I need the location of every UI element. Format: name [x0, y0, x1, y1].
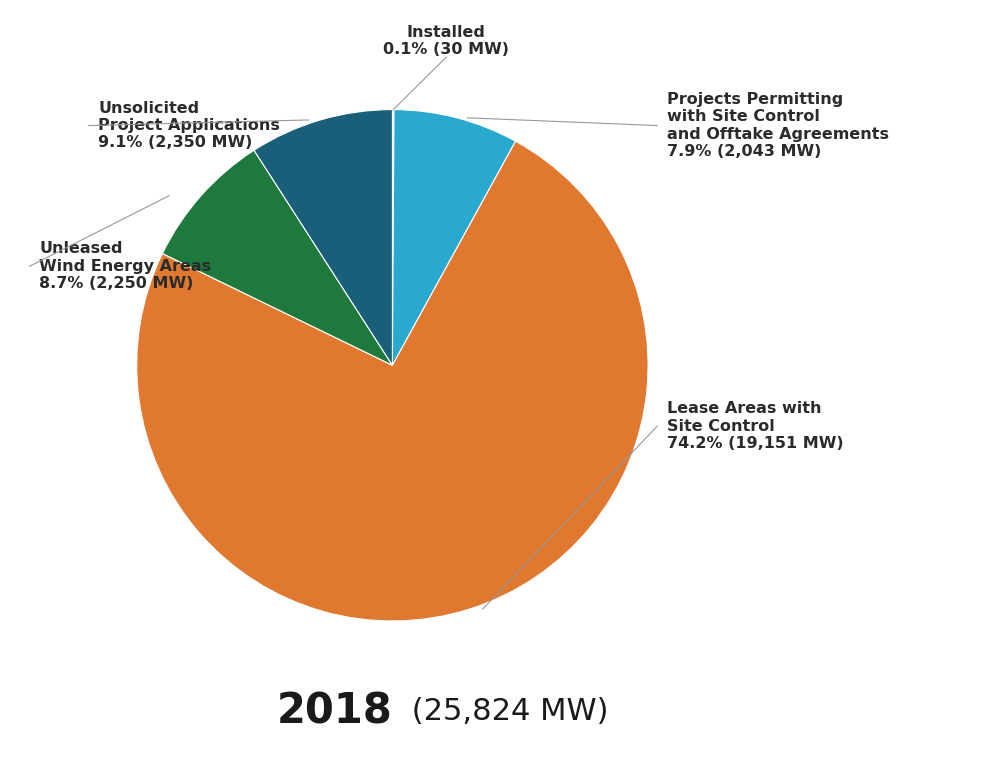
Text: Projects Permitting
with Site Control
and Offtake Agreements
7.9% (2,043 MW): Projects Permitting with Site Control an… — [667, 92, 889, 159]
Text: Installed
0.1% (30 MW): Installed 0.1% (30 MW) — [384, 24, 509, 57]
Wedge shape — [163, 150, 392, 365]
Wedge shape — [136, 142, 648, 621]
Wedge shape — [392, 110, 516, 365]
Text: Unleased
Wind Energy Areas
8.7% (2,250 MW): Unleased Wind Energy Areas 8.7% (2,250 M… — [39, 241, 211, 291]
Text: Unsolicited
Project Applications
9.1% (2,350 MW): Unsolicited Project Applications 9.1% (2… — [98, 100, 280, 151]
Text: (25,824 MW): (25,824 MW) — [402, 697, 608, 726]
Text: 2018: 2018 — [277, 690, 392, 733]
Wedge shape — [392, 110, 394, 365]
Text: Lease Areas with
Site Control
74.2% (19,151 MW): Lease Areas with Site Control 74.2% (19,… — [667, 401, 844, 451]
Wedge shape — [254, 110, 392, 365]
